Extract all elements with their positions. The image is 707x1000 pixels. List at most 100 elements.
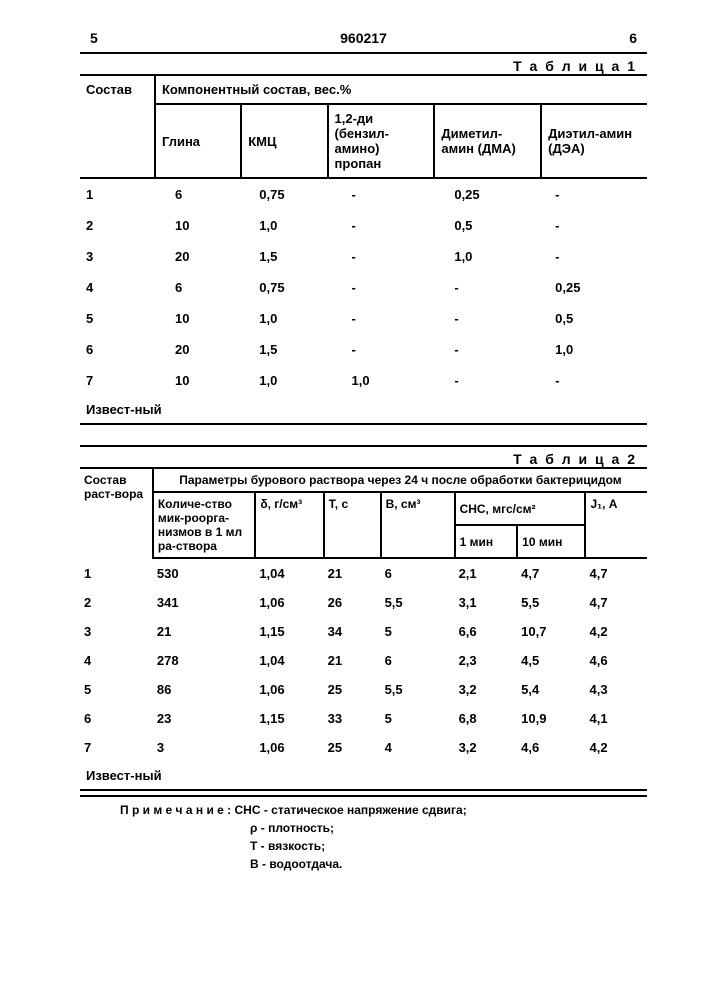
table-cell: 6 xyxy=(381,646,455,675)
table-cell: 4,5 xyxy=(517,646,585,675)
table-cell: 1,15 xyxy=(255,704,323,733)
table-cell: 6 xyxy=(155,272,241,303)
table-cell: 34 xyxy=(324,617,381,646)
table-cell: 4,7 xyxy=(517,558,585,588)
table-cell: 4,7 xyxy=(585,588,647,617)
table-cell: 5,5 xyxy=(517,588,585,617)
table-cell: 5 xyxy=(80,675,153,704)
table-row: 42781,042162,34,54,6 xyxy=(80,646,647,675)
table-cell: 4,6 xyxy=(517,733,585,762)
table-cell: 2,3 xyxy=(455,646,518,675)
table-cell: 1,0 xyxy=(241,365,327,396)
table-cell: 20 xyxy=(155,334,241,365)
table-cell: 5 xyxy=(80,303,155,334)
table-cell: 1,06 xyxy=(255,733,323,762)
table-cell: - xyxy=(541,210,647,241)
table-cell: 4 xyxy=(381,733,455,762)
table-cell: 2,1 xyxy=(455,558,518,588)
t2-col0: Состав раст-вора xyxy=(80,468,153,558)
table-cell: 3 xyxy=(80,617,153,646)
table-cell: 0,75 xyxy=(241,178,327,210)
table-cell: 3 xyxy=(153,733,255,762)
table-cell: - xyxy=(328,178,435,210)
t2-sub-c5a: 1 мин xyxy=(455,525,518,558)
table-cell: 1,0 xyxy=(241,303,327,334)
table-cell: 1 xyxy=(80,558,153,588)
table-cell: 10 xyxy=(155,210,241,241)
t2-sub-c5g: СНС, мгс/см² xyxy=(455,492,586,525)
table-cell: 2 xyxy=(80,210,155,241)
table-cell: 4,6 xyxy=(585,646,647,675)
t2-sub-c2: δ, г/см³ xyxy=(255,492,323,558)
table2: Состав раст-вора Параметры бурового раст… xyxy=(80,467,647,762)
table-cell: 6,6 xyxy=(455,617,518,646)
t1-col0-header: Состав xyxy=(80,75,155,178)
table-row: 7101,01,0-- xyxy=(80,365,647,396)
table-cell: 1,5 xyxy=(241,334,327,365)
table-cell: 2 xyxy=(80,588,153,617)
table-cell: 278 xyxy=(153,646,255,675)
table-cell: 26 xyxy=(324,588,381,617)
table-cell: 5 xyxy=(381,617,455,646)
table-cell: 1,5 xyxy=(241,241,327,272)
table-cell: 4,7 xyxy=(585,558,647,588)
table-row: 160,75-0,25- xyxy=(80,178,647,210)
t2-sub-c4: В, см³ xyxy=(381,492,455,558)
table-cell: 1 xyxy=(80,178,155,210)
header-center: 960217 xyxy=(340,30,387,46)
table-row: 5101,0--0,5 xyxy=(80,303,647,334)
page-header: 5 960217 6 xyxy=(80,30,647,46)
notes-line-3: В - водоотдача. xyxy=(250,857,342,871)
notes-prefix: П р и м е ч а н и е : xyxy=(120,803,231,817)
table1: Состав Компонентный состав, вес.% Глина … xyxy=(80,74,647,396)
table-cell: 6 xyxy=(80,704,153,733)
table-cell: - xyxy=(328,303,435,334)
table-row: 23411,06265,53,15,54,7 xyxy=(80,588,647,617)
table-cell: 25 xyxy=(324,733,381,762)
table-cell: 4 xyxy=(80,646,153,675)
table-cell: - xyxy=(328,210,435,241)
table-row: 6201,5--1,0 xyxy=(80,334,647,365)
table-cell: 1,06 xyxy=(255,675,323,704)
table-cell: 4 xyxy=(80,272,155,303)
table-cell: 0,25 xyxy=(541,272,647,303)
table-cell: 10 xyxy=(155,365,241,396)
table-cell: 21 xyxy=(324,646,381,675)
t2-sub-c6: J₁, А xyxy=(585,492,647,558)
table-cell: - xyxy=(541,365,647,396)
header-right: 6 xyxy=(629,30,637,46)
header-left: 5 xyxy=(90,30,98,46)
table2-label: Т а б л и ц а 2 xyxy=(80,445,647,467)
table-cell: - xyxy=(541,178,647,210)
table-cell: 5,4 xyxy=(517,675,585,704)
table-cell: 4,2 xyxy=(585,617,647,646)
table-cell: - xyxy=(328,241,435,272)
table-cell: 20 xyxy=(155,241,241,272)
table-row: 460,75--0,25 xyxy=(80,272,647,303)
t1-footer: Извест-ный xyxy=(80,396,647,425)
t2-sub-c5b: 10 мин xyxy=(517,525,585,558)
notes: П р и м е ч а н и е : СНС - статическое … xyxy=(80,801,647,873)
table-cell: 6 xyxy=(381,558,455,588)
table-row: 6231,153356,810,94,1 xyxy=(80,704,647,733)
table-cell: 3,2 xyxy=(455,733,518,762)
table-cell: 1,0 xyxy=(434,241,541,272)
table-row: 731,062543,24,64,2 xyxy=(80,733,647,762)
table-cell: 4,2 xyxy=(585,733,647,762)
table-cell: - xyxy=(434,365,541,396)
notes-line-0: СНС - статическое напряжение сдвига; xyxy=(235,803,467,817)
t2-footer: Извест-ный xyxy=(80,762,647,791)
table-cell: 10,7 xyxy=(517,617,585,646)
table-cell: 5,5 xyxy=(381,588,455,617)
t1-sub4: Диэтил-амин (ДЭА) xyxy=(541,104,647,178)
table-cell: 86 xyxy=(153,675,255,704)
table-cell: 0,5 xyxy=(434,210,541,241)
table-cell: 341 xyxy=(153,588,255,617)
table-cell: 3,1 xyxy=(455,588,518,617)
table-cell: 4,3 xyxy=(585,675,647,704)
table-cell: 1,04 xyxy=(255,646,323,675)
t1-sub0: Глина xyxy=(155,104,241,178)
table-cell: - xyxy=(434,303,541,334)
table-cell: 3 xyxy=(80,241,155,272)
table-cell: 1,0 xyxy=(541,334,647,365)
